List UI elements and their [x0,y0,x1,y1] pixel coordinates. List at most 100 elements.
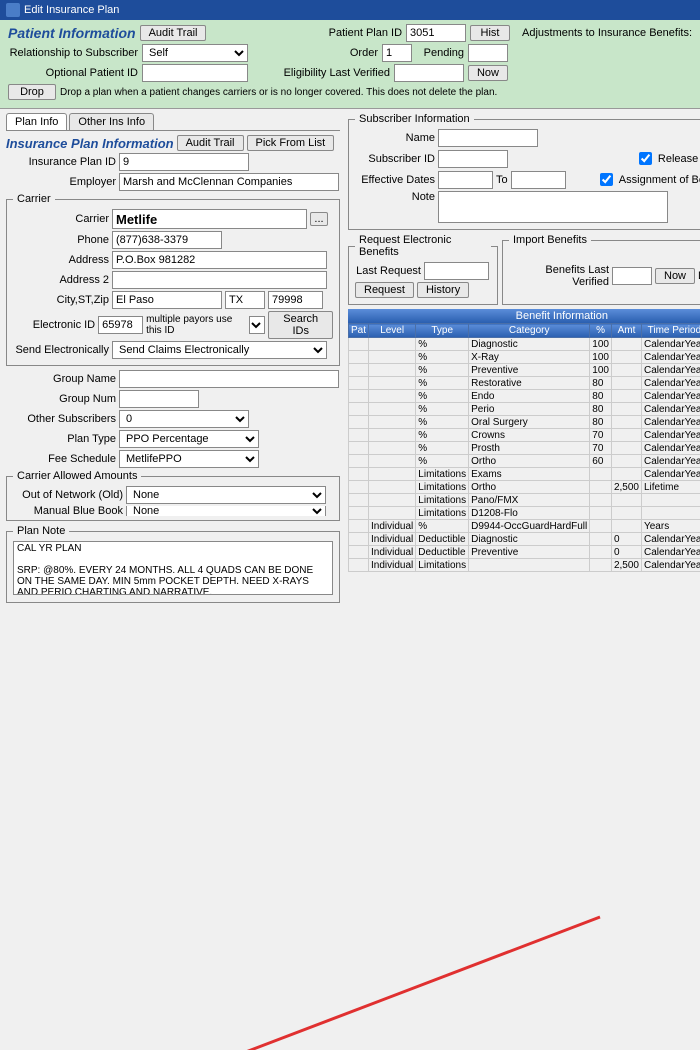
benefit-col-header: Type [416,324,469,338]
eligibility-input[interactable] [394,64,464,82]
insurance-plan-id-input[interactable] [119,153,249,171]
address2-input[interactable] [112,271,327,289]
group-name-label: Group Name [6,373,116,385]
window-titlebar: Edit Insurance Plan [0,0,700,20]
phone-label: Phone [13,234,109,246]
group-num-label: Group Num [6,393,116,405]
assign-checkbox[interactable] [600,173,613,186]
tabs: Plan Info Other Ins Info [6,113,340,131]
pending-input[interactable] [468,44,508,62]
city-input[interactable] [112,291,222,309]
fee-schedule-select[interactable]: MetlifePPO [119,450,259,468]
group-name-input[interactable] [119,370,339,388]
release-checkbox[interactable] [639,152,652,165]
carrier-input[interactable] [112,209,307,229]
now-button[interactable]: Now [468,65,508,81]
table-row[interactable]: LimitationsD1208-Flo19 AgeLimit [349,507,700,520]
caa-legend: Carrier Allowed Amounts [13,470,141,482]
table-row[interactable]: LimitationsPano/FMX36 Months [349,494,700,507]
benefit-col-header: % [590,324,612,338]
employer-label: Employer [6,176,116,188]
eff-from-input[interactable] [438,171,493,189]
phone-input[interactable] [112,231,222,249]
zip-input[interactable] [268,291,323,309]
electronic-id-label: Electronic ID [13,319,95,331]
eff-to-input[interactable] [511,171,566,189]
eligibility-label: Eligibility Last Verified [280,67,390,79]
pick-from-list-button[interactable]: Pick From List [247,135,335,151]
employer-input[interactable] [119,173,339,191]
window-title: Edit Insurance Plan [24,4,119,16]
hist-button[interactable]: Hist [470,25,510,41]
table-row[interactable]: %Restorative80CalendarYear [349,377,700,390]
table-row[interactable]: %X-Ray100CalendarYear [349,351,700,364]
city-st-zip-label: City,ST,Zip [13,294,109,306]
request-button[interactable]: Request [355,282,414,298]
request-benefits-legend: Request Electronic Benefits [355,234,491,258]
optional-patient-id-label: Optional Patient ID [8,67,138,79]
state-input[interactable] [225,291,265,309]
table-row[interactable]: IndividualDeductiblePreventive0CalendarY… [349,546,700,559]
table-row[interactable]: %Prosth70CalendarYear [349,442,700,455]
annotation-arrow [0,607,700,1050]
plan-info-title: Insurance Plan Information [6,136,174,151]
send-electronically-select[interactable]: Send Claims Electronically [112,341,327,359]
sub-note-textarea[interactable] [438,191,668,223]
plan-note-textarea[interactable]: CAL YR PLAN SRP: @80%. EVERY 24 MONTHS. … [13,541,333,595]
drop-note: Drop a plan when a patient changes carri… [60,87,497,98]
optional-patient-id-input[interactable] [142,64,248,82]
other-subscribers-label: Other Subscribers [6,413,116,425]
benefit-col-header: Amt [611,324,641,338]
table-row[interactable]: LimitationsOrtho2,500Lifetime [349,481,700,494]
audit-trail-button[interactable]: Audit Trail [140,25,207,41]
import-benefits-fieldset: Import Benefits Benefits Last Verified N… [502,234,700,305]
patient-info-title: Patient Information [8,25,136,41]
table-row[interactable]: %Ortho60CalendarYear [349,455,700,468]
carrier-browse-button[interactable]: ... [310,212,328,226]
out-of-network-select[interactable]: None [126,486,326,504]
patient-plan-id-label: Patient Plan ID [316,27,402,39]
table-row[interactable]: %Perio80CalendarYear [349,403,700,416]
table-row[interactable]: %Preventive100CalendarYear [349,364,700,377]
benefit-col-header: Pat [349,324,369,338]
other-subscribers-select[interactable]: 0 [119,410,249,428]
table-row[interactable]: %Endo80CalendarYear [349,390,700,403]
relationship-select[interactable]: Self [142,44,248,62]
to-label: To [496,174,508,186]
manual-blue-book-label: Manual Blue Book [13,506,123,516]
patient-info-section: Patient Information Audit Trail Patient … [0,20,700,109]
tab-other-ins-info[interactable]: Other Ins Info [69,113,154,130]
electronic-id-select[interactable] [249,316,265,334]
table-row[interactable]: LimitationsExamsCalendarYear2 times per … [349,468,700,481]
tab-plan-info[interactable]: Plan Info [6,113,67,130]
table-row[interactable]: IndividualLimitations2,500CalendarYear [349,559,700,572]
plan-type-select[interactable]: PPO Percentage [119,430,259,448]
order-input[interactable] [382,44,412,62]
patient-plan-id-input[interactable] [406,24,466,42]
benefits-last-verified-label: Benefits Last Verified [509,264,609,288]
import-benefits-legend: Import Benefits [509,234,591,246]
sub-id-input[interactable] [438,150,508,168]
table-row[interactable]: %Crowns70CalendarYear [349,429,700,442]
electronic-id-input[interactable] [98,316,143,334]
now-button-2[interactable]: Now [655,268,695,284]
plan-note-legend: Plan Note [13,525,69,537]
history-button[interactable]: History [417,282,469,298]
search-ids-button[interactable]: Search IDs [268,311,333,339]
plan-audit-trail-button[interactable]: Audit Trail [177,135,244,151]
table-row[interactable]: %Oral Surgery80CalendarYear [349,416,700,429]
table-row[interactable]: IndividualDeductibleDiagnostic0CalendarY… [349,533,700,546]
table-row[interactable]: %Diagnostic100CalendarYear [349,338,700,351]
table-row[interactable]: Individual%D9944-OccGuardHardFullYears5 … [349,520,700,533]
benefits-last-verified-input[interactable] [612,267,652,285]
group-num-input[interactable] [119,390,199,408]
last-request-input[interactable] [424,262,489,280]
address-input[interactable] [112,251,327,269]
manual-blue-book-select[interactable]: None [126,506,326,516]
last-request-label: Last Request [355,265,421,277]
plan-note-fieldset: Plan Note CAL YR PLAN SRP: @80%. EVERY 2… [6,525,340,603]
address2-label: Address 2 [13,274,109,286]
drop-button[interactable]: Drop [8,84,56,100]
benefit-grid[interactable]: PatLevelTypeCategory%AmtTime PeriodQuant… [348,323,700,572]
sub-name-input[interactable] [438,129,538,147]
